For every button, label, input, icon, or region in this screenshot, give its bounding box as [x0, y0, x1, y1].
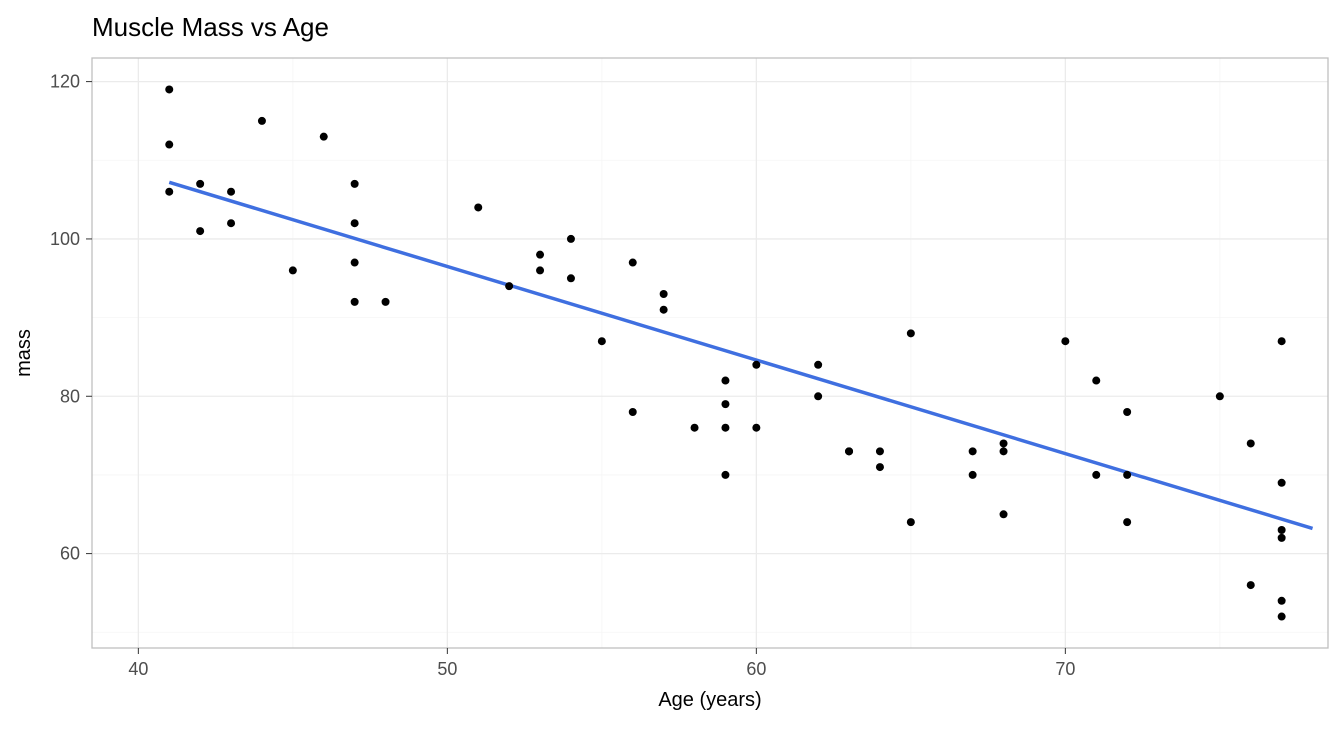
- data-point: [1000, 439, 1008, 447]
- data-point: [1247, 439, 1255, 447]
- data-point: [1000, 510, 1008, 518]
- data-point: [567, 235, 575, 243]
- x-tick-label: 60: [746, 659, 766, 679]
- data-point: [165, 188, 173, 196]
- data-point: [721, 471, 729, 479]
- data-point: [227, 219, 235, 227]
- data-point: [691, 424, 699, 432]
- data-point: [752, 424, 760, 432]
- plot-panel: [92, 58, 1328, 648]
- data-point: [845, 447, 853, 455]
- data-point: [629, 259, 637, 267]
- data-point: [876, 447, 884, 455]
- data-point: [721, 400, 729, 408]
- data-point: [814, 361, 822, 369]
- data-point: [598, 337, 606, 345]
- data-point: [382, 298, 390, 306]
- data-point: [1278, 337, 1286, 345]
- data-point: [1278, 526, 1286, 534]
- data-point: [567, 274, 575, 282]
- data-point: [196, 227, 204, 235]
- chart-svg: 40 50 60 70 60 80 100 120 Age (years) mass Muscle …: [0, 0, 1344, 739]
- data-point: [1278, 479, 1286, 487]
- chart-title: Muscle Mass vs Age: [92, 12, 329, 42]
- data-point: [505, 282, 513, 290]
- data-point: [474, 203, 482, 211]
- data-point: [660, 306, 668, 314]
- data-point: [721, 424, 729, 432]
- data-point: [165, 141, 173, 149]
- data-point: [1123, 471, 1131, 479]
- scatter-chart: 40 50 60 70 60 80 100 120 Age (years) mass Muscle …: [0, 0, 1344, 739]
- data-point: [629, 408, 637, 416]
- data-point: [814, 392, 822, 400]
- data-point: [1092, 377, 1100, 385]
- data-point: [351, 298, 359, 306]
- data-point: [351, 180, 359, 188]
- data-point: [1216, 392, 1224, 400]
- data-point: [351, 259, 359, 267]
- data-point: [351, 219, 359, 227]
- y-axis-title: mass: [13, 329, 35, 377]
- y-tick-label: 100: [50, 229, 80, 249]
- data-point: [289, 266, 297, 274]
- data-point: [969, 447, 977, 455]
- data-point: [721, 377, 729, 385]
- data-point: [1123, 518, 1131, 526]
- data-point: [907, 329, 915, 337]
- data-point: [876, 463, 884, 471]
- data-point: [258, 117, 266, 125]
- data-point: [752, 361, 760, 369]
- data-point: [969, 471, 977, 479]
- data-point: [1000, 447, 1008, 455]
- data-point: [320, 133, 328, 141]
- data-point: [660, 290, 668, 298]
- data-point: [907, 518, 915, 526]
- data-point: [1278, 534, 1286, 542]
- data-point: [1278, 613, 1286, 621]
- y-tick-label: 60: [60, 544, 80, 564]
- data-point: [1278, 597, 1286, 605]
- data-point: [1061, 337, 1069, 345]
- data-point: [1123, 408, 1131, 416]
- x-tick-label: 70: [1055, 659, 1075, 679]
- data-point: [536, 266, 544, 274]
- x-axis-title: Age (years): [658, 689, 761, 711]
- x-tick-label: 40: [128, 659, 148, 679]
- data-point: [1092, 471, 1100, 479]
- data-point: [165, 85, 173, 93]
- data-point: [1247, 581, 1255, 589]
- x-tick-label: 50: [437, 659, 457, 679]
- y-tick-label: 80: [60, 386, 80, 406]
- data-point: [536, 251, 544, 259]
- y-tick-label: 120: [50, 72, 80, 92]
- data-point: [196, 180, 204, 188]
- data-point: [227, 188, 235, 196]
